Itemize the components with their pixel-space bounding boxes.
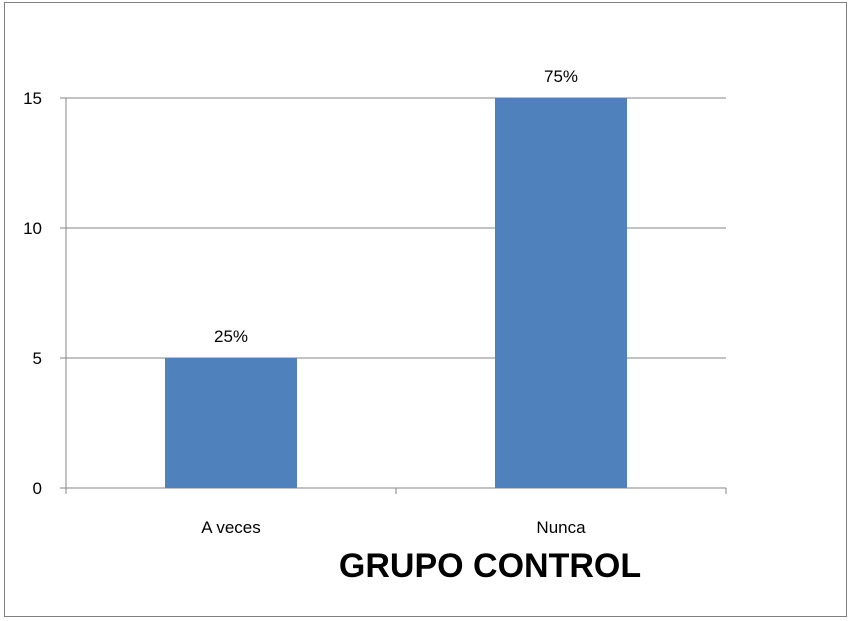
y-tick-label: 10 bbox=[23, 219, 42, 238]
x-tick-label: A veces bbox=[201, 518, 261, 537]
y-tick-label: 15 bbox=[23, 89, 42, 108]
labels: 0 5 10 15 25% A veces 75% Nunca bbox=[23, 67, 586, 537]
bar-a-veces bbox=[165, 358, 297, 488]
chart-title: GRUPO CONTROL bbox=[339, 547, 641, 585]
bars bbox=[165, 98, 627, 488]
data-label: 25% bbox=[214, 327, 248, 346]
data-label: 75% bbox=[544, 67, 578, 86]
y-tick-label: 0 bbox=[33, 479, 42, 498]
bar-nunca bbox=[495, 98, 627, 488]
x-tick-label: Nunca bbox=[536, 518, 586, 537]
y-tick-label: 5 bbox=[33, 349, 42, 368]
chart-area bbox=[4, 2, 847, 617]
